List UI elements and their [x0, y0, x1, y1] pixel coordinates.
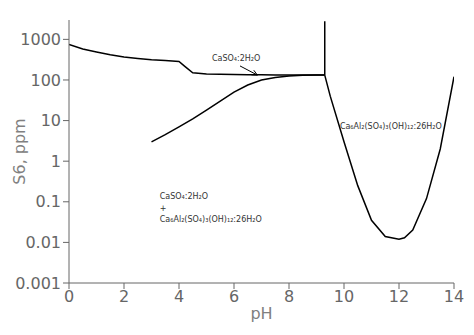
svg-text:Ca₆Al₂(SO₄)₃(OH)₁₂:26H₂O: Ca₆Al₂(SO₄)₃(OH)₁₂:26H₂O — [160, 215, 262, 224]
svg-text:1000: 1000 — [20, 30, 61, 49]
svg-text:4: 4 — [174, 287, 184, 306]
svg-text:S6, ppm: S6, ppm — [10, 118, 29, 184]
svg-text:6: 6 — [229, 287, 239, 306]
svg-text:0.01: 0.01 — [25, 233, 61, 252]
svg-text:Ca₆Al₂(SO₄)₃(OH)₁₂:26H₂O: Ca₆Al₂(SO₄)₃(OH)₁₂:26H₂O — [340, 122, 442, 131]
svg-text:10: 10 — [41, 111, 61, 130]
svg-text:0: 0 — [64, 287, 74, 306]
svg-text:0.1: 0.1 — [36, 192, 61, 211]
svg-text:14: 14 — [444, 287, 464, 306]
svg-text:0.001: 0.001 — [15, 274, 61, 293]
svg-text:1: 1 — [51, 152, 61, 171]
svg-text:CaSO₄:2H₂O: CaSO₄:2H₂O — [212, 54, 260, 63]
svg-text:100: 100 — [30, 71, 61, 90]
svg-text:CaSO₄:2H₂O: CaSO₄:2H₂O — [160, 192, 208, 201]
svg-text:8: 8 — [284, 287, 294, 306]
svg-text:+: + — [160, 204, 167, 213]
svg-text:2: 2 — [119, 287, 129, 306]
svg-text:12: 12 — [389, 287, 409, 306]
svg-text:pH: pH — [250, 304, 272, 323]
svg-text:10: 10 — [334, 287, 354, 306]
